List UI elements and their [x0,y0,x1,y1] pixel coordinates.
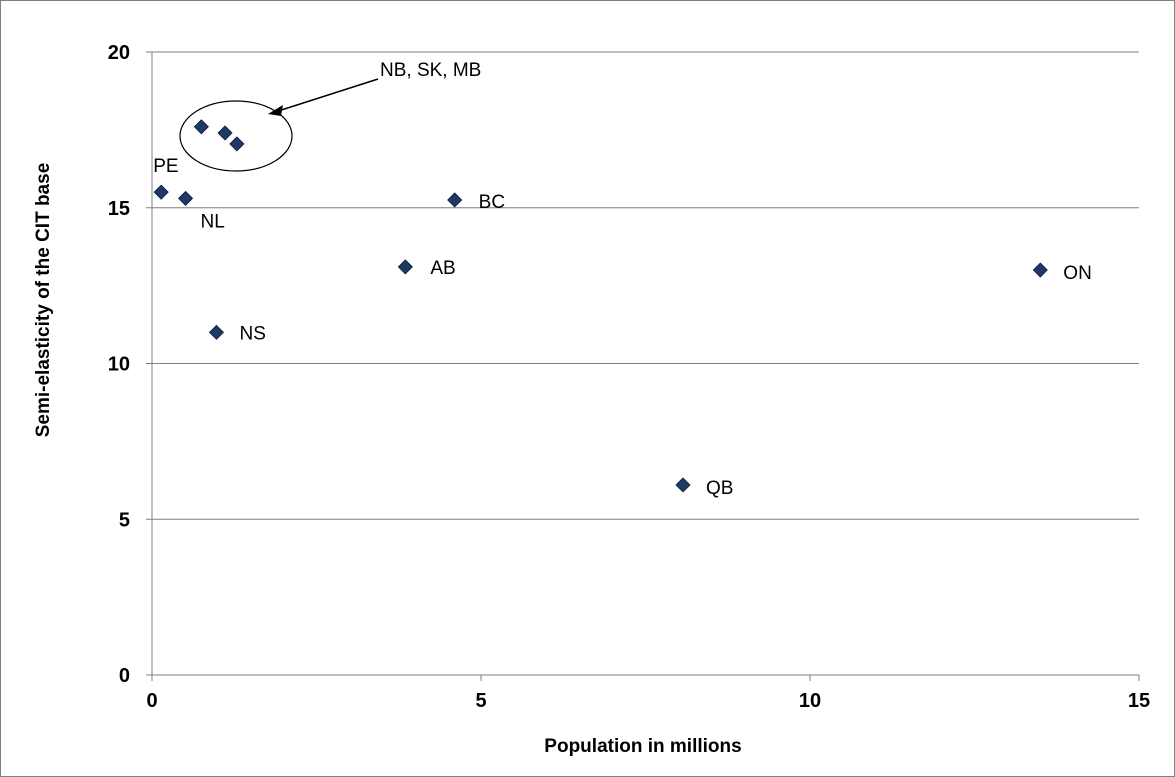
y-tick-label-0: 0 [119,665,130,687]
point-label-qb: QB [706,478,733,499]
data-point-pe [153,184,169,200]
data-point-cluster-4 [229,136,245,152]
point-label-pe: PE [153,156,178,177]
data-point-cluster-2 [193,119,209,135]
tick-labels: 0 5 10 15 20 0 5 10 15 [108,42,1150,712]
x-axis-title: Population in millions [544,736,741,757]
annotation-arrow [271,78,379,114]
x-tick-label-2: 10 [799,690,821,712]
point-label-on: ON [1063,263,1092,284]
data-point-nl [177,190,194,206]
y-tick-label-4: 20 [108,42,130,64]
x-tick-label-1: 5 [475,690,486,712]
point-label-nl: NL [201,211,225,232]
data-point-on [1032,262,1048,278]
y-axis-title: Semi-elasticity of the CIT base [33,163,54,438]
point-label-ns: NS [239,323,265,344]
annotation-text: NB, SK, MB [380,60,481,81]
data-point-qb [675,477,691,493]
data-point-ab [397,259,413,275]
point-label-bc: BC [479,192,505,213]
y-tick-label-2: 10 [108,354,130,376]
annotation-arrowhead [268,105,283,116]
y-tick-label-1: 5 [119,509,130,531]
point-labels: PE NL NS AB BC QB ON [153,156,1092,499]
point-label-ab: AB [430,258,455,279]
x-tick-label-3: 15 [1128,690,1150,712]
cluster-ellipse [179,100,293,172]
y-tick-label-3: 15 [108,198,130,220]
gridlines [152,51,1139,520]
data-point-bc [447,192,463,208]
x-tick-label-0: 0 [146,690,157,712]
data-point-cluster-3 [217,125,233,141]
data-points [153,119,1048,493]
data-point-ns [208,324,225,340]
